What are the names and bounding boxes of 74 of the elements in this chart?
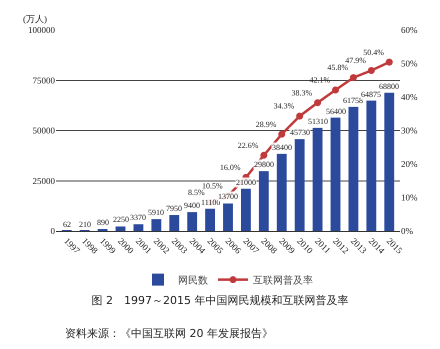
bar <box>133 224 144 231</box>
data-label: 210 <box>79 220 91 229</box>
bar <box>116 226 126 231</box>
point <box>332 86 339 94</box>
data-label: 45730 <box>290 128 310 137</box>
y-tick-label: 75000 <box>32 75 56 86</box>
y-axis-title: (万人) <box>23 14 47 24</box>
data-label: 13700 <box>218 192 238 201</box>
bar <box>348 106 358 231</box>
point <box>368 67 375 74</box>
point <box>260 152 268 159</box>
text: 图 2 1997～2015 年中国网民规模和互联网普及率 <box>92 294 348 307</box>
data-label: 50.4% <box>363 48 384 57</box>
data-label: 5910 <box>148 208 164 217</box>
data-label: 47.9% <box>345 56 366 66</box>
y-tick-label: 100000 <box>28 25 56 36</box>
data-label: 62 <box>63 220 71 229</box>
x-tick-label: 1997 <box>62 236 82 256</box>
data-label: 890 <box>97 218 109 227</box>
y-tick-label: 25000 <box>32 176 56 186</box>
bar <box>187 212 198 231</box>
bar <box>223 203 233 231</box>
bar <box>366 100 376 231</box>
x-tick-label: 1998 <box>80 236 100 256</box>
point <box>386 58 393 66</box>
data-label: 28.9% <box>256 120 277 129</box>
text: 资料来源：《中国互联网 20 年发展报告》 <box>65 327 273 340</box>
y2-tick-label: 60% <box>401 25 418 36</box>
data-label: 2250 <box>113 215 129 224</box>
data-label: 61758 <box>343 96 363 105</box>
x-tick-label: 2009 <box>277 236 298 256</box>
data-label: 34.3% <box>274 102 295 111</box>
y2-tick-label: 50% <box>401 58 418 69</box>
data-label: 21000 <box>236 178 256 187</box>
y2-tick-label: 30% <box>401 126 418 136</box>
data-label: 51310 <box>308 117 328 126</box>
data-label: 8.5% <box>188 188 206 198</box>
data-label: 9400 <box>184 201 200 210</box>
data-label: 3370 <box>130 213 146 222</box>
data-label: 64875 <box>361 90 381 99</box>
x-tick-label: 1999 <box>98 236 118 256</box>
bar <box>169 215 180 231</box>
bar <box>205 208 216 231</box>
y2-tick-label: 10% <box>401 192 418 203</box>
y2-tick-label: 0% <box>401 226 414 236</box>
bar <box>276 154 287 231</box>
point <box>314 99 322 106</box>
data-label: 22.6% <box>238 140 259 150</box>
data-label: 16.0% <box>220 163 241 172</box>
data-label: 10.5% <box>202 181 223 190</box>
bar <box>294 139 305 231</box>
data-label: 29800 <box>254 160 274 169</box>
bar <box>384 92 394 231</box>
legend-label: 互联网普及率 <box>253 274 313 287</box>
data-label: 56400 <box>326 107 346 116</box>
bar <box>258 171 269 231</box>
y2-tick-label: 40% <box>401 92 418 102</box>
data-label: 45.8% <box>327 63 348 72</box>
bar <box>330 118 340 231</box>
bar <box>312 128 323 231</box>
legend-label: 网民数 <box>178 276 208 287</box>
data-label: 38.3% <box>292 88 313 98</box>
point <box>296 112 304 120</box>
point <box>278 130 286 138</box>
data-label: 7950 <box>166 204 182 213</box>
point <box>350 74 357 82</box>
y-tick-label: 0 <box>50 226 56 236</box>
bar <box>151 219 162 231</box>
bar <box>240 188 251 231</box>
y2-tick-label: 20% <box>401 159 418 170</box>
data-label: 68800 <box>379 82 399 91</box>
y-tick-label: 50000 <box>32 126 56 136</box>
data-label: 38400 <box>272 143 292 152</box>
x-tick-label: 2007 <box>241 236 262 256</box>
